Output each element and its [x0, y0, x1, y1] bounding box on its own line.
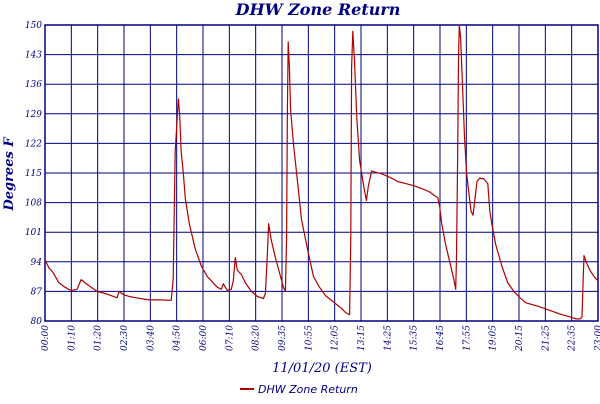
- series-layer: [44, 24, 599, 320]
- x-tick-label: 04:50: [173, 325, 183, 351]
- x-tick-label: 15:35: [410, 325, 420, 351]
- x-tick-label: 19:05: [489, 325, 499, 351]
- y-tick-label: 150: [25, 21, 42, 31]
- x-tick-label: 13:15: [357, 325, 367, 351]
- x-tick-label: 22:35: [568, 325, 578, 352]
- y-tick-label: 129: [25, 110, 42, 120]
- y-tick-label: 80: [31, 317, 43, 327]
- x-tick-label: 06:00: [199, 325, 209, 351]
- x-tick-label: 00:00: [41, 325, 51, 351]
- x-tick-label: 09:35: [278, 325, 288, 351]
- y-ticks-layer: 80 87 94 101 108 115 122 129 136 143 150: [25, 21, 42, 327]
- x-axis-label: 11/01/20 (EST): [272, 361, 372, 376]
- x-tick-label: 16:45: [436, 325, 446, 351]
- x-tick-label: 01:10: [67, 325, 77, 351]
- y-tick-label: 143: [25, 51, 42, 61]
- plot-border: [44, 24, 599, 322]
- x-tick-label: 02:30: [120, 325, 130, 351]
- x-tick-label: 03:40: [146, 325, 156, 351]
- x-tick-label: 17:55: [462, 325, 472, 351]
- x-tick-label: 01:20: [94, 325, 104, 351]
- y-tick-label: 122: [25, 139, 42, 149]
- x-ticks-layer: 00:00 01:10 01:20 02:30 03:40 04:50 06:00 07:10…: [41, 325, 600, 352]
- x-tick-label: 14:25: [383, 325, 393, 351]
- y-tick-label: 108: [25, 199, 42, 209]
- y-tick-label: 87: [31, 287, 43, 297]
- x-tick-label: 23:00: [594, 325, 600, 352]
- x-tick-label: 08:20: [252, 325, 262, 351]
- y-tick-label: 94: [31, 258, 43, 268]
- legend-label: DHW Zone Return: [258, 383, 358, 396]
- x-tick-label: 12:05: [331, 325, 341, 351]
- x-tick-label: 20:15: [515, 325, 525, 352]
- legend: DHW Zone Return: [240, 383, 358, 396]
- x-tick-label: 21:25: [541, 325, 551, 352]
- y-tick-label: 136: [25, 80, 42, 90]
- y-tick-label: 101: [25, 228, 42, 238]
- grid-layer: [44, 24, 599, 322]
- y-tick-label: 115: [25, 169, 42, 179]
- series-line: [44, 24, 599, 320]
- chart-title: DHW Zone Return: [235, 0, 401, 19]
- x-tick-label: 07:10: [225, 325, 235, 351]
- y-axis-label: Degrees F: [2, 137, 17, 212]
- x-tick-label: 10:55: [304, 325, 314, 351]
